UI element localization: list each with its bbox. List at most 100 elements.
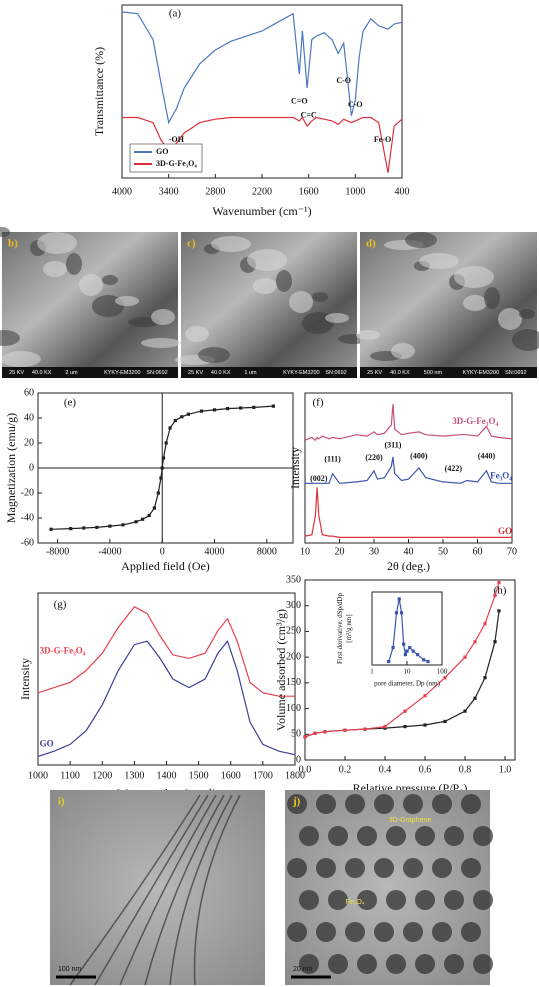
info-text: KYKY-EM3200 — [283, 370, 320, 376]
series-line — [37, 606, 295, 697]
annotation: (440) — [478, 452, 496, 461]
info-text: 1 um — [244, 370, 257, 376]
scale-text: 100 nm — [58, 966, 82, 973]
annotation: C=O — [291, 97, 308, 106]
info-bar — [181, 367, 357, 378]
nanoparticle — [473, 890, 493, 910]
x-tick-label: 70 — [507, 546, 517, 557]
annotation: (002) — [310, 474, 328, 483]
point — [403, 709, 407, 713]
point — [405, 649, 409, 653]
x-tick-label: 1600 — [221, 770, 241, 781]
y-tick-label: 250 — [286, 626, 301, 637]
particle — [325, 313, 349, 323]
point — [363, 727, 367, 731]
micrograph — [50, 790, 265, 985]
point — [161, 456, 166, 460]
x-tick-label: -4000 — [98, 546, 121, 557]
point — [147, 513, 151, 518]
panel-label: d) — [366, 238, 376, 250]
nanoparticle — [386, 826, 406, 846]
point — [394, 611, 399, 615]
nanoparticle — [403, 858, 423, 878]
x-tick-label: 1700 — [253, 770, 273, 781]
series-line — [37, 639, 296, 757]
x-tick-label: 1000 — [28, 770, 48, 781]
nanoparticle — [403, 922, 423, 942]
x-tick-label: 1500 — [189, 770, 209, 781]
point — [426, 659, 430, 664]
point — [271, 404, 275, 408]
micrograph — [285, 790, 490, 985]
point — [69, 527, 73, 531]
plot-frame — [371, 591, 443, 666]
point — [323, 730, 327, 734]
particle — [115, 296, 139, 306]
graphene-fold — [169, 794, 233, 986]
y-tick-label: -40 — [21, 512, 34, 523]
annotation: (422) — [445, 464, 463, 473]
x-tick-label: 0 — [160, 546, 165, 557]
point — [383, 724, 387, 729]
nanoparticle — [386, 954, 406, 974]
point — [121, 523, 125, 527]
series-line — [122, 116, 403, 173]
series-label: 3D-G-Fe₃O₄ — [40, 646, 86, 656]
annotation: (220) — [365, 453, 383, 462]
info-text: 500 nm — [424, 370, 443, 376]
point — [95, 525, 99, 529]
nanoparticle — [316, 922, 336, 942]
plot-frame — [304, 579, 516, 761]
info-text: 2 um — [65, 370, 78, 376]
point — [391, 646, 395, 650]
nanoparticle — [287, 922, 307, 942]
x-axis-label: pore diameter, Dp (nm) — [374, 680, 440, 688]
x-tick-label: 0.8 — [459, 764, 472, 775]
point — [402, 642, 406, 646]
nanoparticle — [374, 922, 394, 942]
particle — [276, 270, 292, 292]
nanoparticle — [415, 826, 435, 846]
nanoparticle — [299, 890, 319, 910]
panel-label: c) — [187, 238, 196, 250]
point — [399, 611, 404, 615]
graphene-fold — [69, 794, 201, 986]
legend-label: 3D-G-Fe₃O₄ — [156, 159, 197, 168]
annotation: (111) — [324, 454, 341, 463]
point — [212, 408, 217, 412]
nanoparticle — [415, 954, 435, 974]
y-tick-label: 300 — [286, 600, 301, 611]
point — [160, 466, 164, 470]
series-label: GO — [40, 738, 54, 748]
nanoparticle — [432, 922, 452, 942]
y-axis-label: Volume adsorbed (cm³/g) — [274, 609, 288, 731]
point — [152, 506, 156, 510]
info-text: SN:0692 — [505, 370, 526, 376]
graphene-fold — [94, 794, 209, 986]
nanoparticle — [299, 954, 319, 974]
point — [493, 640, 497, 644]
x-tick-label: 8000 — [257, 546, 277, 557]
info-bar — [2, 367, 178, 378]
panel-label: (g) — [54, 599, 67, 611]
particle — [37, 232, 77, 254]
particle — [463, 295, 487, 311]
point — [49, 527, 53, 531]
x-tick-label: 2200 — [252, 186, 272, 197]
y-tick-label: 150 — [286, 677, 301, 688]
nanoparticle — [473, 954, 493, 974]
x-axis-label: Applied field (Oe) — [121, 559, 210, 573]
point — [387, 659, 391, 664]
y-tick-label: 60 — [24, 387, 34, 398]
annotation: Fe₃O₄ — [345, 899, 364, 906]
particle — [405, 232, 437, 248]
point — [411, 649, 415, 653]
y-axis-label: Intensity — [18, 658, 32, 700]
particle — [289, 291, 313, 313]
particle — [185, 326, 209, 342]
y-axis-label: First derivative, dSp/dDp — [336, 593, 344, 664]
nanoparticle — [345, 794, 365, 814]
nanoparticle — [345, 858, 365, 878]
x-tick-label: 20 — [335, 546, 345, 557]
nanoparticle — [328, 890, 348, 910]
